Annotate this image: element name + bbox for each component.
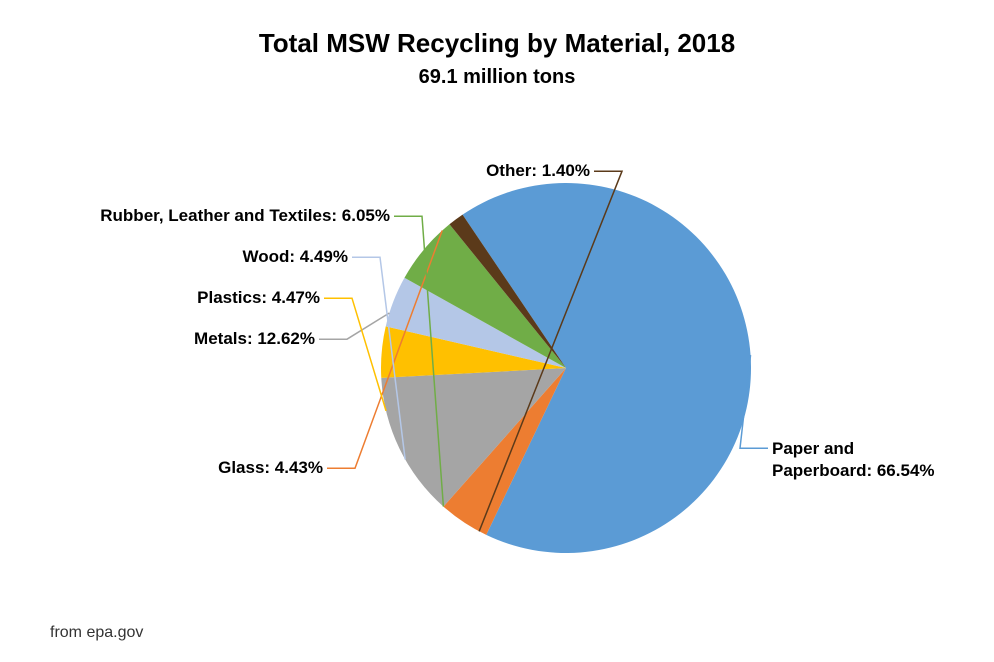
leader-line	[324, 298, 386, 411]
pie-chart	[0, 0, 994, 662]
leader-line	[319, 313, 389, 339]
slice-label: Plastics: 4.47%	[197, 288, 320, 308]
slice-label: Glass: 4.43%	[218, 458, 323, 478]
slice-label: Rubber, Leather and Textiles: 6.05%	[100, 206, 390, 226]
slice-label: Other: 1.40%	[486, 161, 590, 181]
slice-label: Metals: 12.62%	[194, 329, 315, 349]
slice-label: Paper andPaperboard: 66.54%	[772, 438, 935, 482]
chart-container: { "title": "Total MSW Recycling by Mater…	[0, 0, 994, 662]
slice-label: Wood: 4.49%	[243, 247, 348, 267]
